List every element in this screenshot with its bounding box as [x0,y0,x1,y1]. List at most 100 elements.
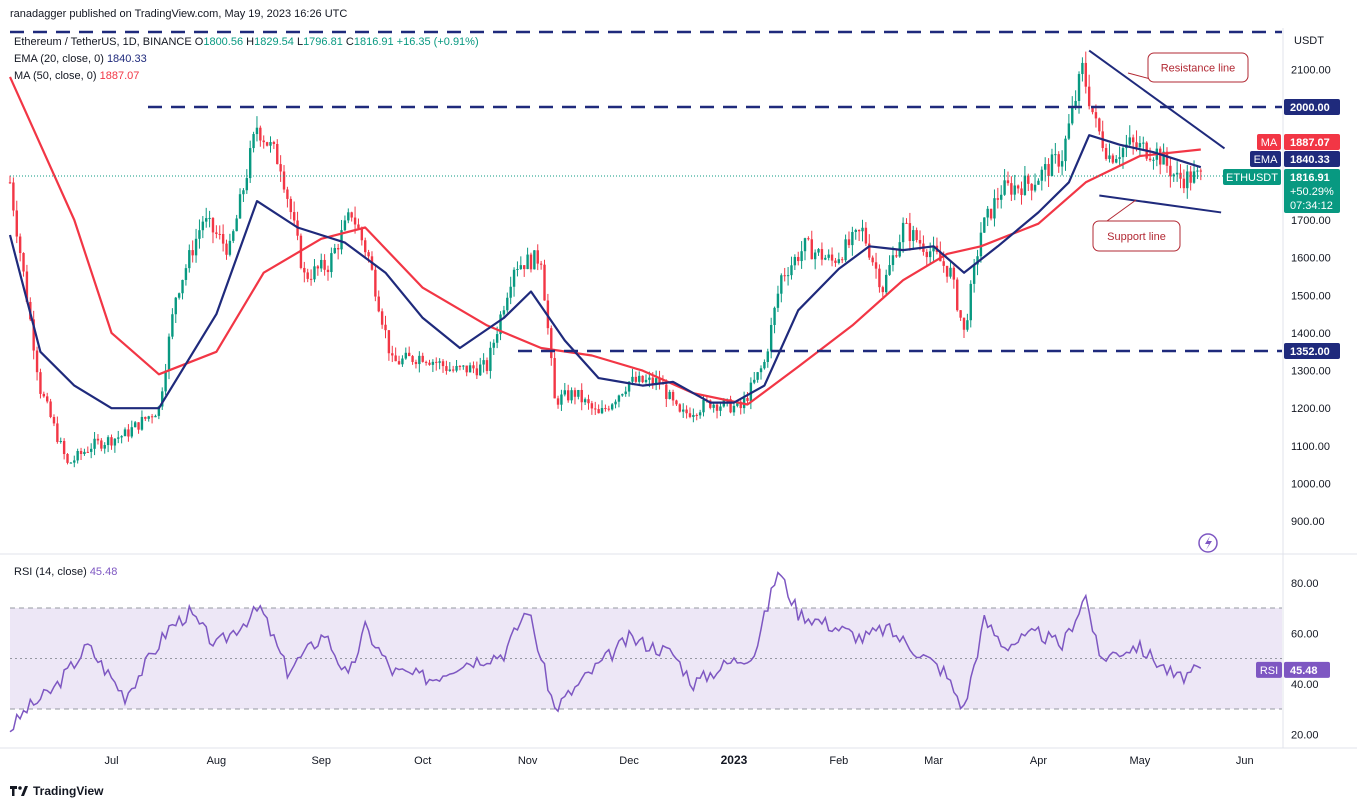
candle-body[interactable] [709,400,712,408]
candle-body[interactable] [248,148,252,179]
candle-body[interactable] [878,268,881,288]
candle-body[interactable] [837,259,841,263]
rsi-line[interactable] [9,571,1202,733]
candle-body[interactable] [993,198,996,219]
candle-body[interactable] [607,408,610,410]
candle-body[interactable] [665,384,668,399]
candle-body[interactable] [499,314,502,335]
candle-body[interactable] [912,230,915,242]
candle-body[interactable] [966,320,969,330]
candle-body[interactable] [292,212,296,221]
candle-body[interactable] [786,275,790,277]
candle-body[interactable] [746,398,749,402]
candle-body[interactable] [1104,147,1108,159]
candle-body[interactable] [462,365,465,367]
candle-body[interactable] [451,369,455,371]
resistance-trendline[interactable] [1088,49,1226,150]
candle-body[interactable] [654,378,658,385]
candle-body[interactable] [1020,188,1023,195]
candle-body[interactable] [570,390,573,401]
candle-body[interactable] [188,250,191,269]
candle-body[interactable] [1169,165,1172,177]
candle-body[interactable] [424,361,428,363]
candle-body[interactable] [1074,100,1077,107]
candle-body[interactable] [634,376,638,382]
candle-body[interactable] [810,239,813,260]
candle-body[interactable] [1016,185,1020,189]
candle-body[interactable] [18,236,22,254]
tradingview-brand[interactable]: TradingView [10,784,103,798]
candle-body[interactable] [1054,154,1057,156]
candle-body[interactable] [827,254,830,258]
candle-body[interactable] [969,283,972,321]
candle-body[interactable] [813,252,817,260]
candle-body[interactable] [1057,154,1060,167]
candle-body[interactable] [739,401,742,409]
resistance-callout[interactable]: Resistance line [1127,52,1249,83]
candle-body[interactable] [780,275,783,294]
candle-body[interactable] [678,404,682,412]
candle-body[interactable] [539,263,543,265]
candle-body[interactable] [1030,183,1033,191]
candle-body[interactable] [783,275,786,277]
candle-body[interactable] [506,297,509,311]
ma-price-tag[interactable]: MA 1887.07 [1257,134,1340,150]
candle-body[interactable] [807,238,810,240]
candle-body[interactable] [205,218,208,222]
candle-body[interactable] [928,251,932,258]
candle-body[interactable] [671,391,675,401]
candle-body[interactable] [1152,159,1155,161]
candle-body[interactable] [235,218,238,232]
symbol-legend[interactable]: Ethereum / TetherUS, 1D, BINANCE O1800.5… [14,36,479,48]
candle-body[interactable] [793,256,797,266]
candle-body[interactable] [279,164,282,172]
candle-body[interactable] [556,398,560,405]
candle-body[interactable] [330,253,333,273]
candle-body[interactable] [198,230,201,239]
candle-body[interactable] [482,360,485,365]
candle-body[interactable] [949,267,952,277]
candle-body[interactable] [353,217,357,225]
candle-body[interactable] [52,417,56,424]
candle-body[interactable] [945,265,949,277]
candle-body[interactable] [972,264,976,284]
candle-body[interactable] [529,254,533,270]
candle-body[interactable] [472,365,475,369]
candle-body[interactable] [127,429,130,437]
candle-body[interactable] [1027,175,1030,184]
candle-body[interactable] [1060,161,1064,167]
candle-body[interactable] [123,429,127,437]
candle-body[interactable] [489,347,492,371]
candle-body[interactable] [445,366,448,371]
candle-body[interactable] [455,365,458,371]
candle-body[interactable] [418,355,421,365]
candle-body[interactable] [749,382,753,402]
candle-body[interactable] [1199,170,1203,172]
candle-body[interactable] [465,365,468,373]
rsi-pane[interactable] [9,571,1202,733]
candle-body[interactable] [766,351,769,362]
candle-body[interactable] [976,256,979,265]
candle-body[interactable] [407,352,411,357]
candle-body[interactable] [753,379,756,383]
candle-body[interactable] [641,375,644,383]
candle-body[interactable] [847,239,851,246]
candle-body[interactable] [577,389,580,397]
candle-body[interactable] [431,361,435,365]
candle-body[interactable] [42,393,46,397]
candle-body[interactable] [421,355,424,362]
candle-body[interactable] [830,254,834,261]
candle-body[interactable] [1064,138,1067,162]
candle-body[interactable] [1138,143,1142,148]
candle-body[interactable] [1196,170,1199,172]
candle-body[interactable] [1081,62,1084,75]
candle-body[interactable] [62,440,66,455]
candle-body[interactable] [8,182,12,184]
candle-body[interactable] [962,317,966,330]
candle-body[interactable] [120,436,123,438]
candle-body[interactable] [864,227,868,244]
candle-body[interactable] [191,250,194,256]
candle-body[interactable] [326,269,330,273]
candle-body[interactable] [448,369,451,371]
candle-body[interactable] [245,178,249,191]
